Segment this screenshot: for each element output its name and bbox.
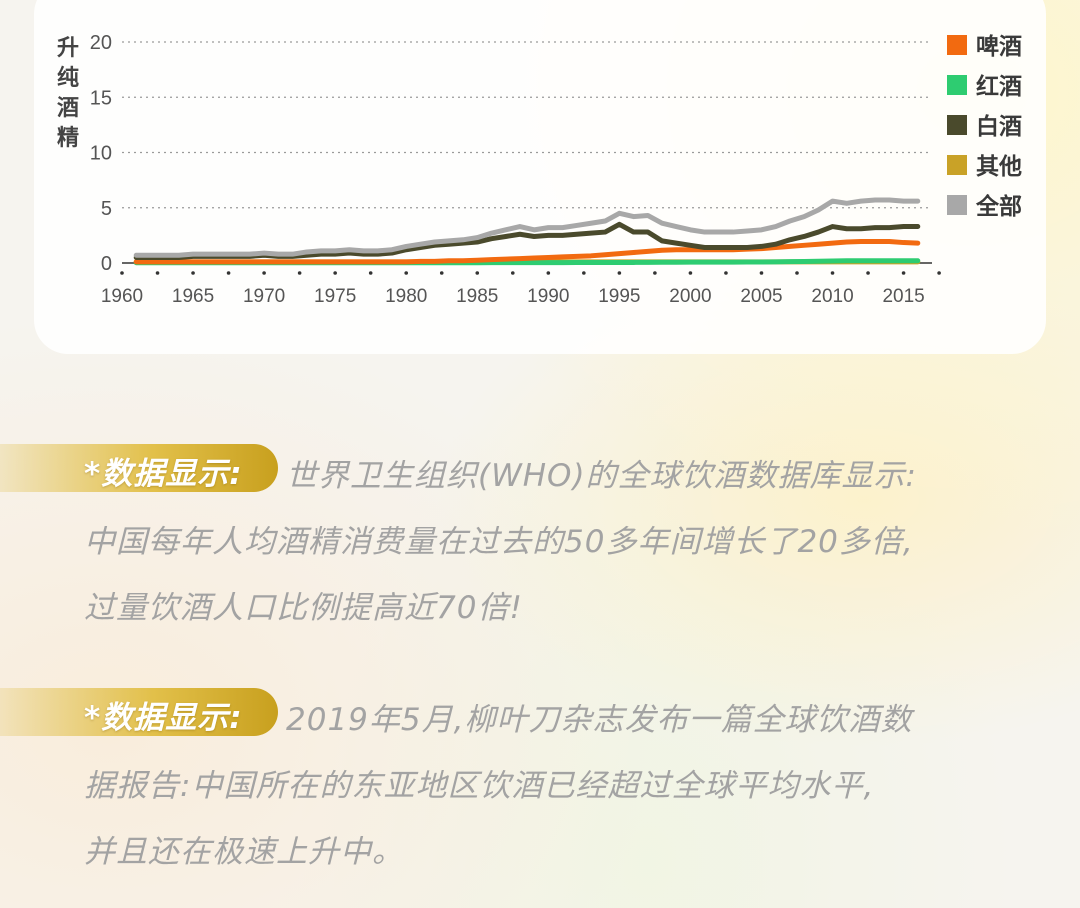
note-2-line-3: 并且还在极速上升中。: [84, 834, 404, 870]
note-1-line-1: 世界卫生组织(WHO)的全球饮酒数据库显示:: [286, 458, 917, 494]
x-axis-dot: [830, 271, 835, 275]
x-tick-label: 1985: [456, 286, 498, 307]
y-tick-label: 15: [90, 87, 112, 109]
y-axis-label-char: 酒: [57, 95, 79, 120]
x-tick-label: 1965: [172, 286, 214, 307]
legend-label-2: 白酒: [976, 113, 1022, 139]
legend-label-0: 啤酒: [976, 33, 1022, 59]
x-axis-dot: [155, 271, 160, 275]
legend-swatch-3: [947, 155, 967, 175]
y-tick-label: 20: [90, 32, 112, 54]
x-axis-dot: [724, 271, 728, 275]
x-axis-dot: [582, 271, 586, 275]
y-axis-label-char: 升: [57, 35, 79, 60]
x-tick-label: 2005: [740, 286, 782, 307]
x-tick-label: 2010: [811, 286, 853, 307]
x-axis-dot: [653, 271, 657, 275]
x-axis-dot: [901, 271, 906, 275]
data-tag-2: [0, 688, 278, 736]
y-tick-label: 10: [90, 143, 112, 165]
x-axis-dot: [404, 271, 409, 275]
y-axis-label-char: 精: [57, 125, 79, 150]
x-axis-dot: [439, 271, 444, 275]
chart-card: [34, 0, 1046, 354]
legend-swatch-1: [947, 75, 967, 95]
legend-swatch-2: [947, 115, 967, 135]
note-1-line-2: 中国每年人均酒精消费量在过去的50多年间增长了20多倍,: [84, 524, 914, 560]
series-line-4: [133, 197, 921, 258]
x-axis-dot: [866, 271, 870, 275]
legend-swatch-0: [947, 35, 967, 55]
data-tag-1: [0, 444, 278, 492]
legend-swatch-4: [947, 195, 967, 215]
legend-label-3: 其他: [976, 153, 1022, 179]
x-axis-dot: [297, 271, 302, 275]
x-axis-dot: [262, 271, 266, 275]
note-2-line-2: 据报告:中国所在的东亚地区饮酒已经超过全球平均水平,: [84, 768, 875, 804]
x-tick-label: 1970: [243, 286, 285, 307]
x-axis-dot: [759, 271, 764, 275]
y-tick-label: 5: [101, 198, 112, 220]
x-tick-label: 1995: [598, 286, 640, 307]
note-2-line-1: 2019年5月,柳叶刀杂志发布一篇全球饮酒数: [286, 702, 913, 738]
x-tick-label: 1980: [385, 286, 427, 307]
x-tick-label: 2000: [669, 286, 711, 307]
note-1-line-3: 过量饮酒人口比例提高近70倍!: [84, 590, 523, 626]
x-tick-label: 1975: [314, 286, 356, 307]
x-axis-dot: [617, 271, 622, 275]
x-axis-dot: [226, 271, 231, 275]
x-tick-label: 2015: [882, 286, 924, 307]
x-axis-dot: [120, 271, 124, 275]
x-axis-dot: [368, 271, 373, 275]
legend-label-4: 全部: [975, 193, 1022, 219]
series-line-0: [133, 238, 921, 265]
data-tag-2-label: *数据显示:: [84, 700, 243, 736]
x-tick-label: 1990: [527, 286, 569, 307]
x-axis-dot: [191, 271, 195, 275]
x-axis-dot: [937, 271, 941, 275]
x-axis-dot: [546, 271, 551, 275]
data-tag-1-label: *数据显示:: [84, 456, 243, 492]
x-axis-dot: [510, 271, 515, 275]
x-axis-dot: [795, 271, 799, 275]
x-axis-dot: [333, 271, 337, 275]
x-axis-dot: [688, 271, 693, 275]
y-tick-label: 0: [101, 253, 112, 275]
x-tick-label: 1960: [101, 286, 143, 307]
y-axis-label-char: 纯: [57, 65, 79, 90]
legend-label-1: 红酒: [976, 73, 1022, 99]
x-axis-dot: [475, 271, 480, 275]
